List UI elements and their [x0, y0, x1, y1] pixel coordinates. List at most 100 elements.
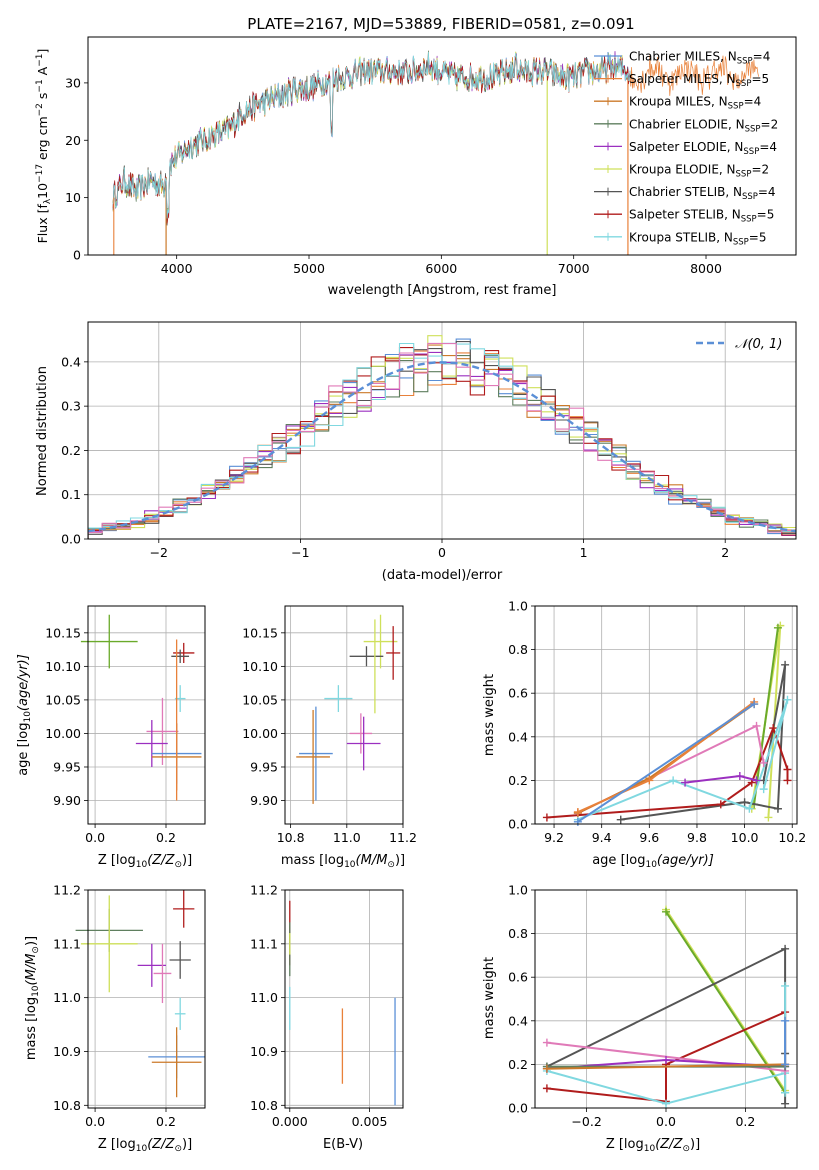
x-tick-label: −2: [150, 545, 168, 560]
x-tick-label: 0.0: [85, 830, 105, 845]
weight-marker-salpeter-stelib: [542, 1084, 551, 1093]
y-tick-label: 20: [65, 133, 81, 148]
residuals-xlabel: (data-model)/error: [382, 568, 503, 583]
y-tick-label: 0.0: [508, 1101, 528, 1116]
weight-age-ylabel: mass weight: [482, 674, 497, 756]
legend-label-chabrier-stelib: Chabrier STELIB, NSSP=4: [629, 185, 776, 202]
y-tick-label: 10.15: [45, 625, 81, 640]
weight-line-salpeter-miles: [577, 701, 755, 813]
y-tick-label: 0.2: [508, 1057, 528, 1072]
mass-z-xlabel: Z [log10(Z/Z⊙)]: [98, 1137, 192, 1154]
x-tick-label: 10.2: [778, 830, 806, 845]
x-tick-label: −1: [291, 545, 309, 560]
panel-frame: [87, 605, 206, 825]
weight-marker-chabrier-stelib: [616, 815, 625, 824]
y-tick-label: 10: [65, 190, 81, 205]
weight-marker-kroupa-stelib: [781, 1088, 790, 1097]
weight-line-salpeter-elodie: [684, 774, 757, 784]
x-tick-label: 0.005: [352, 1114, 388, 1129]
weight-line-extra-green: [665, 911, 786, 1094]
weight-marker-kroupa-stelib: [745, 804, 754, 813]
normal-legend-label: 𝒩(0, 1): [735, 337, 782, 352]
panel-mass-vs-metallicity: 0.0 0.2 10.8 10.9 11.0 11.1 11.2: [53, 883, 206, 1129]
weight-marker-salpeter-stelib: [542, 813, 551, 822]
x-tick-label: 0.2: [156, 830, 176, 845]
mass-ebv-xlabel: E(B-V): [323, 1137, 363, 1152]
y-tick-label: 0.8: [508, 926, 528, 941]
legend-label-chabrier-elodie: Chabrier ELODIE, NSSP=2: [629, 117, 778, 134]
panel-spectrum: 4000 5000 6000 7000 8000 0 10 20 30 Chabrier MIL…: [35, 36, 797, 298]
weight-line-chabrier-miles: [577, 703, 755, 823]
panel-mass-vs-extinction: 0.000 0.005 10.8 10.9 11.0 11.1 11.2: [250, 883, 404, 1129]
weight-line-kroupa-miles: [546, 1063, 786, 1070]
x-tick-label: 9.2: [544, 830, 564, 845]
y-tick-label: 9.90: [53, 793, 81, 808]
x-tick-label: 9.6: [639, 830, 659, 845]
x-tick-label: 0.0: [85, 1114, 105, 1129]
weight-marker-extra-pink: [752, 721, 761, 730]
y-tick-label: 10.05: [45, 692, 81, 707]
weight-marker-salpeter-stelib: [783, 776, 792, 785]
x-tick-label: 9.4: [592, 830, 612, 845]
spectrum-ylabel: Flux [fλ10−17 erg cm−2 s−1 A−1]: [35, 49, 53, 244]
x-tick-label: 2: [721, 545, 729, 560]
y-tick-label: 0.6: [508, 970, 528, 985]
y-tick-label: 0.1: [61, 487, 81, 502]
y-tick-label: 11.2: [53, 883, 81, 898]
x-tick-label: 0.0: [656, 1114, 676, 1129]
x-tick-label: 0: [438, 545, 446, 560]
weight-line-kroupa-elodie: [665, 909, 786, 1092]
weight-marker-chabrier-stelib: [781, 1099, 790, 1108]
residuals-legend: 𝒩(0, 1): [696, 337, 782, 352]
x-tick-label: 5000: [293, 261, 325, 276]
weight-marker-kroupa-stelib: [662, 1099, 670, 1108]
weight-marker-chabrier-miles: [781, 1016, 790, 1025]
weight-marker-chabrier-miles: [781, 1060, 790, 1069]
legend-label-kroupa-miles: Kroupa MILES, NSSP=4: [629, 95, 761, 112]
weight-z-ylabel: mass weight: [482, 957, 497, 1039]
y-tick-label: 0.0: [61, 532, 81, 547]
x-tick-label: 10.8: [277, 830, 305, 845]
y-tick-label: 9.95: [53, 759, 81, 774]
y-tick-label: 0.4: [61, 354, 81, 369]
normal-curve: [87, 361, 797, 533]
panel-frame: [534, 605, 798, 825]
spectrum-legend: Chabrier MILES, NSSP=4 Salpeter MILES, NS…: [594, 50, 778, 247]
x-tick-label: 7000: [558, 261, 590, 276]
weight-marker-salpeter-elodie: [735, 772, 744, 781]
y-tick-label: 11.0: [250, 990, 278, 1005]
x-tick-label: 6000: [425, 261, 457, 276]
spectrum-lines: [112, 50, 760, 255]
weight-marker-kroupa-stelib: [783, 695, 792, 704]
residual-histograms: [87, 335, 797, 539]
age-z-xlabel: Z [log10(Z/Z⊙)]: [98, 853, 192, 870]
weight-marker-chabrier-stelib: [781, 660, 790, 669]
weight-marker-extra-green: [662, 907, 670, 916]
age-mass-xlabel: mass [log10(M/M⊙)]: [281, 853, 405, 870]
panel-weight-vs-age: 9.2 9.4 9.6 9.8 10.0 10.2 0.0 0.2 0.4 0.6 0.8 1.0: [508, 599, 806, 846]
y-tick-label: 11.1: [53, 936, 81, 951]
legend-label-salpeter-elodie: Salpeter ELODIE, NSSP=4: [629, 140, 777, 157]
weight-marker-salpeter-stelib: [716, 800, 725, 809]
weight-marker-salpeter-elodie: [681, 778, 690, 787]
spectrum-frame: [87, 36, 797, 256]
legend-label-kroupa-stelib: Kroupa STELIB, NSSP=5: [629, 230, 767, 247]
y-tick-label: 1.0: [508, 883, 528, 898]
weight-marker-salpeter-elodie: [752, 776, 761, 785]
y-tick-label: 10.00: [242, 726, 278, 741]
panel-age-vs-metallicity: 0.0 0.2 9.90 9.95 10.00 10.05 10.10 10.15: [45, 605, 206, 845]
y-tick-label: 0.0: [508, 817, 528, 832]
weight-marker-chabrier-stelib: [740, 798, 749, 807]
y-tick-label: 10.9: [53, 1044, 81, 1059]
panel-age-vs-mass: 10.8 11.0 11.2 9.90 9.95 10.00 10.05 10.10 10.15: [242, 605, 417, 845]
spectrum-xlabel: wavelength [Angstrom, rest frame]: [328, 283, 557, 298]
y-tick-label: 9.90: [250, 793, 278, 808]
histogram-extra-pink: [88, 342, 796, 539]
y-tick-label: 0.4: [508, 1013, 528, 1028]
weight-marker-extra-pink: [542, 1038, 551, 1047]
residuals-frame: [87, 321, 797, 540]
x-tick-label: 4000: [161, 261, 193, 276]
y-tick-label: 1.0: [508, 599, 528, 614]
y-tick-label: 10.10: [45, 659, 81, 674]
